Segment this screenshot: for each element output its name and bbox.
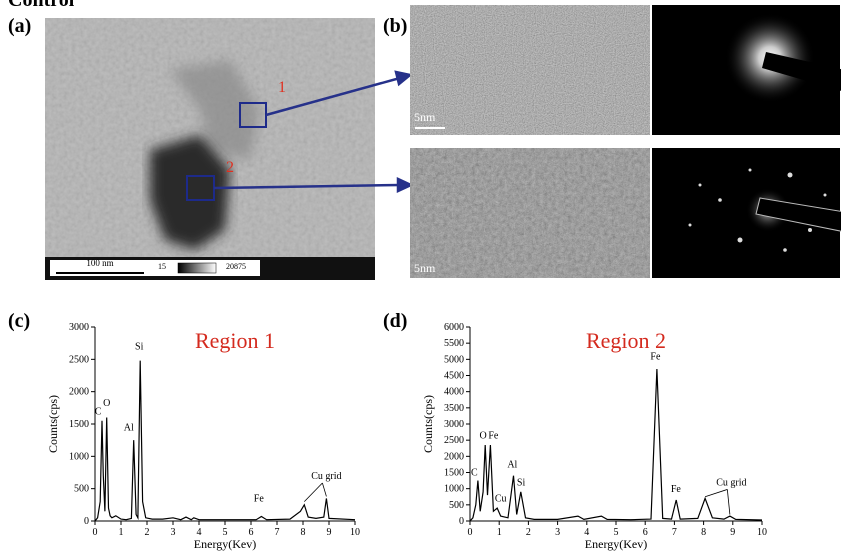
peak-label: Al [507, 460, 517, 471]
peak-label: Al [124, 422, 134, 433]
annotation-arrow [304, 482, 323, 502]
spectrum-line [94, 360, 356, 522]
peak-label: C [95, 406, 102, 417]
x-tick-label: 9 [730, 527, 735, 538]
scale-label: 5nm [414, 261, 436, 275]
annotation-arrow [726, 489, 731, 515]
x-tick-label: 7 [275, 527, 280, 538]
peak-label: O [103, 398, 110, 409]
x-tick-label: 0 [93, 527, 98, 538]
peak-label: O [480, 431, 487, 442]
y-tick-label: 1000 [69, 451, 89, 462]
y-tick-label: 0 [84, 516, 89, 527]
y-tick-label: 3000 [444, 419, 464, 430]
peak-label: Fe [650, 351, 661, 362]
intensity-max: 20875 [226, 262, 246, 271]
peak-label: Si [135, 342, 144, 353]
peak-label: Fe [254, 494, 265, 505]
chart-title: Region 2 [586, 328, 666, 353]
peak-label: Cu grid [716, 477, 746, 488]
x-tick-label: 8 [301, 527, 306, 538]
y-axis-label: Counts(cps) [421, 395, 435, 453]
x-tick-label: 7 [672, 527, 677, 538]
peak-label: C [471, 468, 478, 479]
x-tick-label: 10 [757, 527, 767, 538]
y-tick-label: 3500 [444, 403, 464, 414]
x-tick-label: 5 [223, 527, 228, 538]
hrtem-images: 5nm 5nm [410, 5, 650, 278]
y-tick-label: 2000 [444, 451, 464, 462]
scale-bar-label: 100 nm [86, 258, 113, 268]
x-tick-label: 10 [350, 527, 360, 538]
diffraction-images [652, 5, 841, 278]
x-tick-label: 4 [584, 527, 589, 538]
x-axis-label: Energy(Kev) [585, 537, 647, 551]
panel-label: (d) [383, 310, 407, 332]
x-tick-label: 6 [643, 527, 648, 538]
tem-image: 100 nm 15 20875 1 2 [45, 18, 375, 280]
peak-label: Fe [671, 484, 682, 495]
y-tick-label: 1500 [69, 419, 89, 430]
x-axis-label: Energy(Kev) [194, 537, 256, 551]
panel-label: (a) [8, 15, 31, 37]
x-tick-label: 1 [497, 527, 502, 538]
panel-label: (b) [383, 15, 407, 37]
x-tick-label: 1 [119, 527, 124, 538]
x-tick-label: 6 [249, 527, 254, 538]
peak-label: Si [517, 477, 526, 488]
panel-label: (c) [8, 310, 30, 332]
region-label: 1 [278, 79, 286, 96]
y-tick-label: 4500 [444, 371, 464, 382]
y-tick-label: 5500 [444, 338, 464, 349]
y-tick-label: 0 [459, 516, 464, 527]
y-axis-label: Counts(cps) [46, 395, 60, 453]
x-tick-label: 3 [555, 527, 560, 538]
region-label: 2 [226, 159, 234, 176]
x-tick-label: 0 [468, 527, 473, 538]
intensity-min: 15 [158, 262, 166, 271]
y-tick-label: 2000 [69, 387, 89, 398]
spectrum-line [469, 368, 763, 522]
y-tick-label: 500 [74, 484, 89, 495]
y-tick-label: 2500 [69, 354, 89, 365]
x-tick-label: 2 [145, 527, 150, 538]
y-tick-label: 4000 [444, 387, 464, 398]
x-tick-label: 3 [171, 527, 176, 538]
x-tick-label: 2 [526, 527, 531, 538]
header: Control [8, 0, 75, 11]
y-tick-label: 1500 [444, 468, 464, 479]
y-tick-label: 6000 [444, 322, 464, 333]
x-tick-label: 4 [197, 527, 202, 538]
annotation-arrow [704, 489, 728, 498]
y-tick-label: 2500 [444, 435, 464, 446]
y-tick-label: 500 [449, 500, 464, 511]
x-tick-label: 8 [701, 527, 706, 538]
x-tick-label: 5 [614, 527, 619, 538]
peak-label: Fe [488, 431, 499, 442]
scale-label: 5nm [414, 110, 436, 124]
chart-title: Region 1 [195, 328, 275, 353]
arrows [213, 70, 414, 193]
y-tick-label: 5000 [444, 354, 464, 365]
x-tick-label: 9 [327, 527, 332, 538]
peak-label: Cu [495, 494, 507, 505]
y-tick-label: 3000 [69, 322, 89, 333]
y-tick-label: 1000 [444, 484, 464, 495]
annotation-arrow [322, 482, 327, 497]
peak-label: Cu grid [311, 471, 341, 482]
